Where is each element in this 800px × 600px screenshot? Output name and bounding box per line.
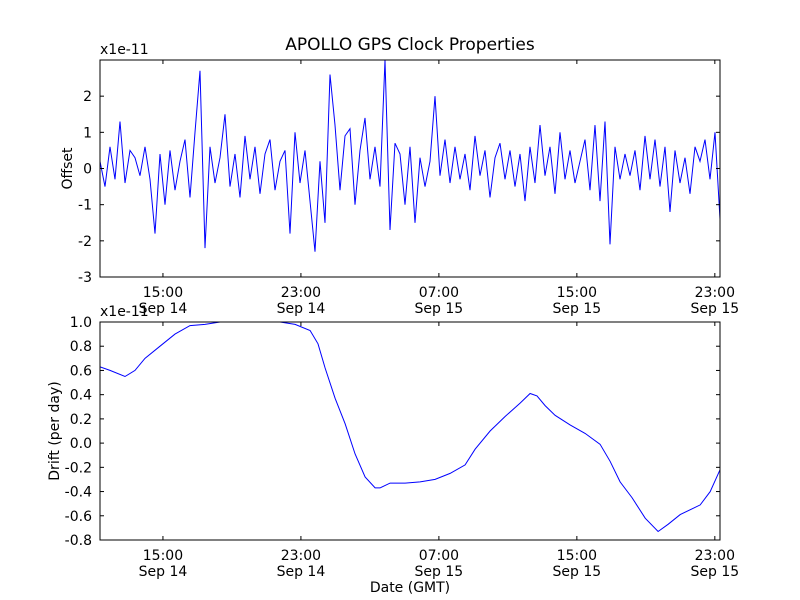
x-tick-label-time: 07:00	[419, 285, 459, 301]
x-tick-label-date: Sep 14	[139, 301, 188, 317]
chart-title: APOLLO GPS Clock Properties	[285, 35, 535, 55]
x-tick-label-time: 07:00	[419, 548, 459, 564]
axes-frame	[99, 59, 721, 278]
y-tick-label: -0.2	[65, 460, 92, 476]
axes-drift: 1.00.80.60.40.20.0-0.2-0.4-0.6-0.815:00S…	[47, 304, 739, 596]
offset-text: x1e-11	[100, 304, 149, 320]
y-tick-label: 0.6	[70, 363, 92, 379]
data-series-line	[100, 60, 720, 252]
x-tick-label-time: 15:00	[143, 548, 183, 564]
y-tick-label: 0.2	[70, 412, 92, 428]
y-tick-label: 2	[83, 89, 92, 105]
data-series-line	[100, 322, 720, 533]
x-tick-label-time: 15:00	[557, 285, 597, 301]
x-tick-label-date: Sep 14	[277, 564, 326, 580]
y-tick-label: 0.8	[70, 339, 92, 355]
y-tick-label: 1.0	[70, 315, 92, 331]
y-tick-label: -0.6	[65, 509, 92, 525]
x-tick-label-date: Sep 15	[690, 564, 739, 580]
y-tick-label: -0.8	[65, 533, 92, 549]
x-tick-label-date: Sep 15	[553, 564, 602, 580]
y-axis-label: Drift (per day)	[47, 381, 63, 480]
x-tick-label-date: Sep 15	[415, 564, 464, 580]
y-tick-label: -2	[78, 234, 92, 250]
axes-frame	[99, 321, 721, 541]
x-tick-label-date: Sep 15	[415, 301, 464, 317]
y-tick-label: -0.4	[65, 485, 92, 501]
x-tick-label-date: Sep 15	[690, 301, 739, 317]
x-tick-label-time: 15:00	[557, 548, 597, 564]
x-tick-label-date: Sep 15	[553, 301, 602, 317]
x-tick-label-time: 23:00	[695, 548, 735, 564]
y-axis-label: Offset	[60, 147, 76, 190]
offset-text: x1e-11	[100, 42, 149, 58]
y-tick-label: 0	[83, 162, 92, 178]
x-tick-label-date: Sep 14	[139, 564, 188, 580]
y-tick-label: -3	[78, 270, 92, 286]
y-tick-label: 0.0	[70, 436, 92, 452]
y-tick-label: -1	[78, 198, 92, 214]
y-tick-label: 1	[83, 125, 92, 141]
x-tick-label-time: 23:00	[695, 285, 735, 301]
y-tick-label: 0.4	[70, 388, 92, 404]
x-tick-label-time: 15:00	[143, 285, 183, 301]
x-tick-label-date: Sep 14	[277, 301, 326, 317]
x-tick-label-time: 23:00	[281, 548, 321, 564]
x-axis-label: Date (GMT)	[370, 580, 450, 596]
x-tick-label-time: 23:00	[281, 285, 321, 301]
